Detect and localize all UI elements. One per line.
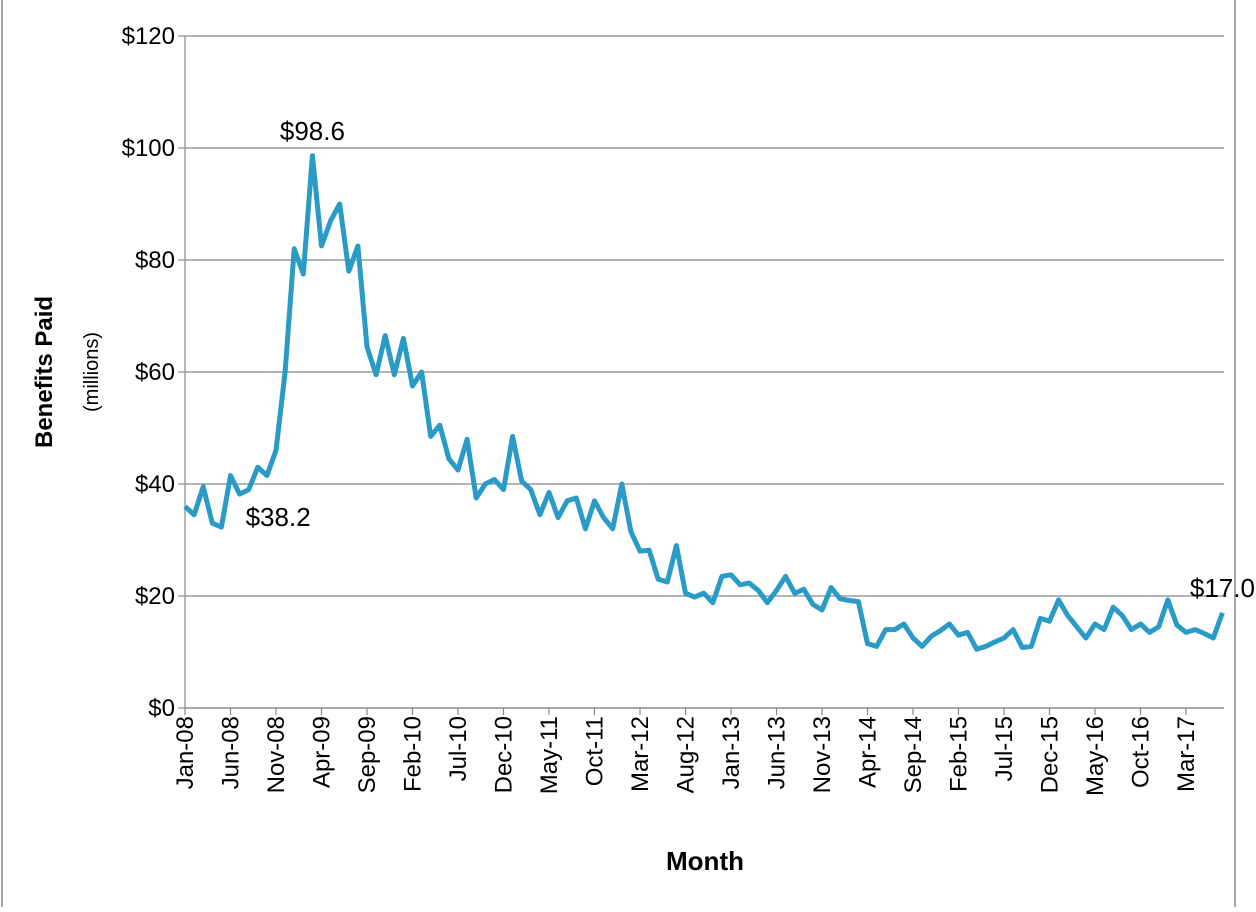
x-tick-label: Oct-11 [582,716,609,786]
y-tick-label: $40 [135,471,175,498]
x-axis-label: Month [666,846,744,876]
x-tick-label: Jul-15 [991,716,1018,781]
x-tick-label: Jun-08 [218,716,245,789]
x-tick-label: Nov-13 [809,716,836,793]
x-tick-label: May-16 [1082,716,1109,796]
y-axis-label: Benefits Paid [31,296,58,448]
y-tick-label: $20 [135,583,175,610]
x-tick-label: Jan-13 [718,716,745,789]
x-tick-label: Mar-17 [1173,716,1200,792]
x-tick-label: Sep-09 [354,716,381,793]
x-tick-label: Nov-08 [263,716,290,793]
x-tick-label: Dec-10 [491,716,518,793]
x-tick-label: Aug-12 [673,716,700,793]
x-tick-label: May-11 [536,716,563,794]
data-label: $17.0 [1190,573,1255,603]
y-tick-label: $0 [148,695,175,722]
y-tick-label: $60 [135,359,175,386]
x-tick-label: Jul-10 [445,716,472,781]
y-tick-label: $120 [122,23,175,50]
x-tick-label: Jun-13 [764,716,791,789]
x-tick-label: Feb-10 [400,716,427,792]
y-tick-label: $80 [135,247,175,274]
data-label: $38.2 [246,502,311,532]
x-tick-label: Dec-15 [1037,716,1064,793]
y-axis-sublabel: (millions) [81,332,103,412]
y-tick-label: $100 [122,135,175,162]
x-tick-label: Apr-09 [309,716,336,788]
x-tick-label: Sep-14 [900,716,927,793]
x-tick-label: Apr-14 [855,716,882,788]
x-tick-label: Feb-15 [946,716,973,792]
x-tick-label: Jan-08 [172,716,199,789]
x-tick-label: Oct-16 [1128,716,1155,788]
data-line [183,153,1225,652]
x-tick-label: Mar-12 [627,716,654,792]
data-label: $98.6 [280,116,345,146]
